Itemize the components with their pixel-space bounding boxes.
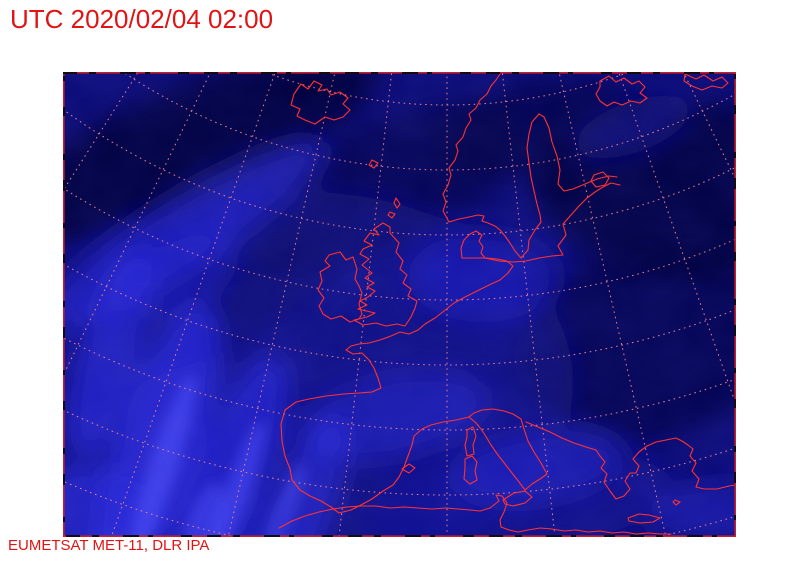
satellite-image [63, 72, 736, 537]
coast-german-bight [461, 257, 514, 281]
map-border [63, 72, 736, 537]
coastlines [278, 73, 736, 535]
coast-corsica [464, 426, 477, 457]
coast-finland-sweden [448, 113, 618, 259]
coast-top-right [683, 73, 729, 91]
cloud-noise [63, 72, 736, 537]
lake-ladoga [590, 171, 610, 188]
timestamp-label: UTC 2020/02/04 02:00 [10, 4, 274, 34]
satellite-map [63, 72, 736, 537]
coast-shetland [393, 197, 401, 209]
coast-norway-west [442, 73, 501, 223]
coast-baltic-south [484, 182, 621, 263]
coast-west-europe [280, 279, 501, 514]
coast-balkans-greece-turkey [525, 421, 736, 500]
coast-balearic [401, 463, 416, 474]
coast-aegean-island [672, 499, 681, 506]
coast-iceland [290, 80, 351, 125]
coast-denmark [460, 230, 486, 259]
coast-ireland [317, 251, 363, 323]
coast-britain [353, 222, 418, 327]
credit-label: EUMETSAT MET-11, DLR IPA [8, 537, 210, 554]
coast-north-africa [278, 494, 672, 535]
coast-italy [468, 408, 548, 491]
coast-sardinia [463, 455, 478, 485]
coast-orkney [387, 211, 396, 219]
coast-crete [627, 513, 661, 524]
graticule [63, 72, 736, 537]
coast-white-sea [595, 75, 648, 107]
coast-faroe [368, 159, 379, 169]
